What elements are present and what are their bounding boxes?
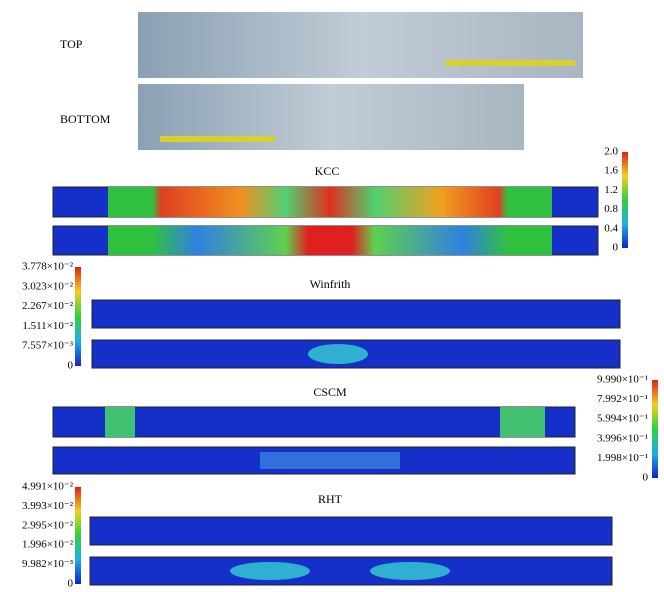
colorbar-label: 1.998×10⁻¹ xyxy=(597,452,648,464)
colorbar xyxy=(75,267,81,366)
colorbar-label: 0 xyxy=(68,578,74,587)
colorbar-label: 0.4 xyxy=(604,222,618,234)
cscm-damage xyxy=(500,407,545,437)
colorbar-label: 5.994×10⁻¹ xyxy=(597,413,648,425)
colorbar xyxy=(652,380,658,478)
colorbar-label: 2.267×10⁻² xyxy=(22,300,74,312)
rht-damage xyxy=(370,562,450,580)
cscm-damage xyxy=(260,452,400,469)
colorbar-label: 9.982×10⁻³ xyxy=(22,558,74,570)
panel-title: CSCM xyxy=(313,385,347,399)
colorbar-label: 1.2 xyxy=(604,184,618,196)
rht-top xyxy=(89,516,613,546)
winfrith-damage xyxy=(308,344,368,364)
panel-title: Winfrith xyxy=(310,277,351,291)
colorbar-label: 7.992×10⁻¹ xyxy=(597,393,648,405)
top-photo xyxy=(138,12,583,78)
tape xyxy=(445,60,575,66)
colorbar-label: 0 xyxy=(643,472,649,484)
colorbar-label: 0 xyxy=(68,360,74,372)
colorbar-label: 1.511×10⁻² xyxy=(22,320,73,332)
colorbar-label: 4.991×10⁻² xyxy=(22,481,74,493)
cscm-damage xyxy=(105,407,135,437)
bottom-label: BOTTOM xyxy=(60,112,111,126)
colorbar-label: 3.778×10⁻² xyxy=(22,261,74,273)
colorbar-label: 2.995×10⁻² xyxy=(22,519,74,531)
panel-title: RHT xyxy=(318,492,343,506)
tape xyxy=(160,136,275,142)
colorbar-label: 9.990×10⁻¹ xyxy=(597,374,648,386)
colorbar-label: 3.996×10⁻¹ xyxy=(597,432,648,444)
colorbar-label: 1.6 xyxy=(604,165,618,177)
cscm-top xyxy=(52,406,576,438)
colorbar-label: 1.996×10⁻² xyxy=(22,539,74,551)
colorbar-label: 7.557×10⁻³ xyxy=(22,340,74,352)
colorbar-label: 3.023×10⁻² xyxy=(22,280,74,292)
kcc-bottom-damage xyxy=(108,226,552,255)
rht-damage xyxy=(230,562,310,580)
panel-title: KCC xyxy=(315,164,340,178)
colorbar xyxy=(75,487,81,584)
photos: TOP BOTTOM xyxy=(60,12,583,150)
colorbar xyxy=(622,152,628,248)
contours xyxy=(52,186,621,586)
kcc-top-damage xyxy=(108,187,552,217)
top-label: TOP xyxy=(60,37,83,51)
colorbar-label: 2.0 xyxy=(604,146,618,158)
rht-bottom xyxy=(89,556,613,586)
colorbar-label: 0.8 xyxy=(604,203,618,215)
winfrith-top xyxy=(91,299,621,329)
colorbar-label: 3.993×10⁻² xyxy=(22,500,74,512)
colorbar-label: 0 xyxy=(613,242,619,254)
